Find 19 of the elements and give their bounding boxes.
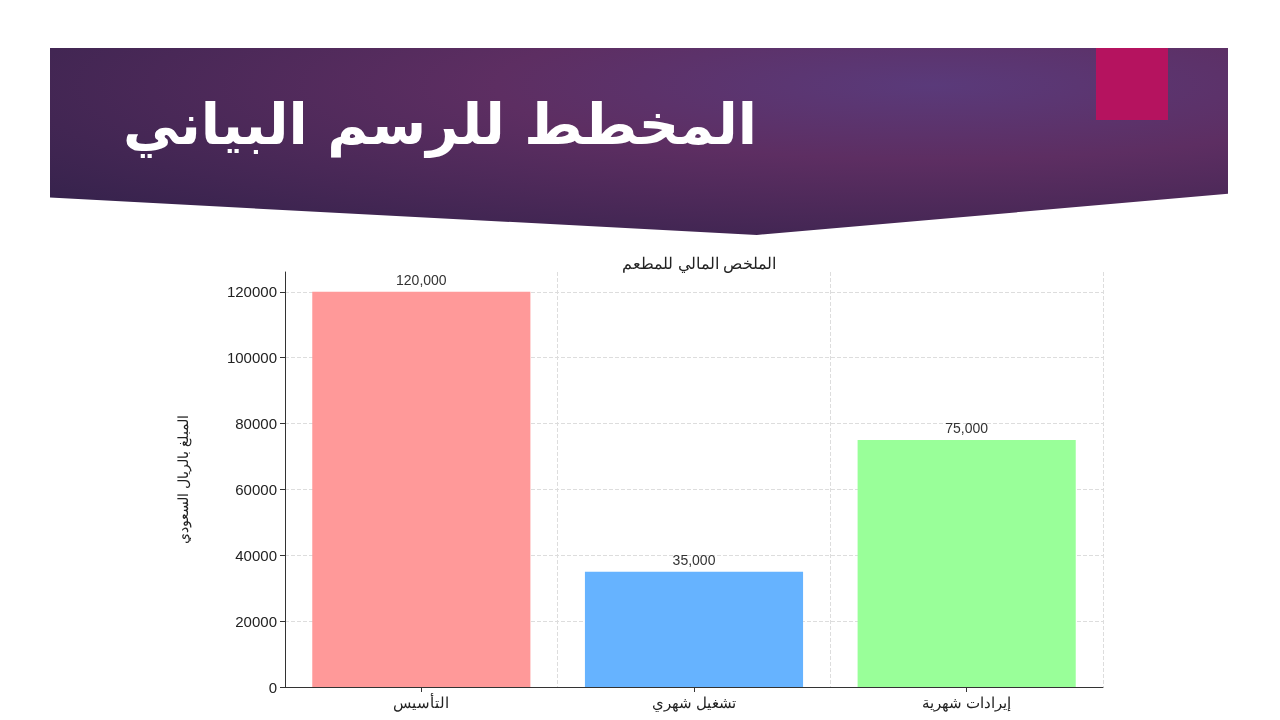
y-tick-label: 120000 (226, 283, 277, 301)
bar (312, 291, 531, 687)
chart-title: المخطط للرسم البياني (122, 92, 758, 157)
bar (584, 571, 804, 687)
x-tick-label: تشغيل شهري (651, 694, 737, 712)
bar (857, 439, 1076, 687)
chart-subtitle: الملخص المالي للمطعم (622, 254, 776, 273)
y-tick-label: 20000 (235, 612, 277, 630)
y-tick-label: 100000 (226, 349, 277, 367)
y-tick-label: 80000 (235, 415, 277, 433)
data-label: 120,000 (396, 271, 447, 288)
y-axis-title: المبلغ بالريال السعودي (175, 415, 192, 544)
y-tick-label: 40000 (235, 546, 277, 564)
x-tick-label: التأسيس (393, 693, 450, 712)
y-tick-label: 0 (268, 678, 277, 696)
data-label: 75,000 (945, 419, 989, 436)
x-tick-label: إيرادات شهرية (922, 694, 1012, 712)
data-label: 35,000 (672, 551, 716, 568)
y-tick-label: 60000 (235, 480, 277, 498)
